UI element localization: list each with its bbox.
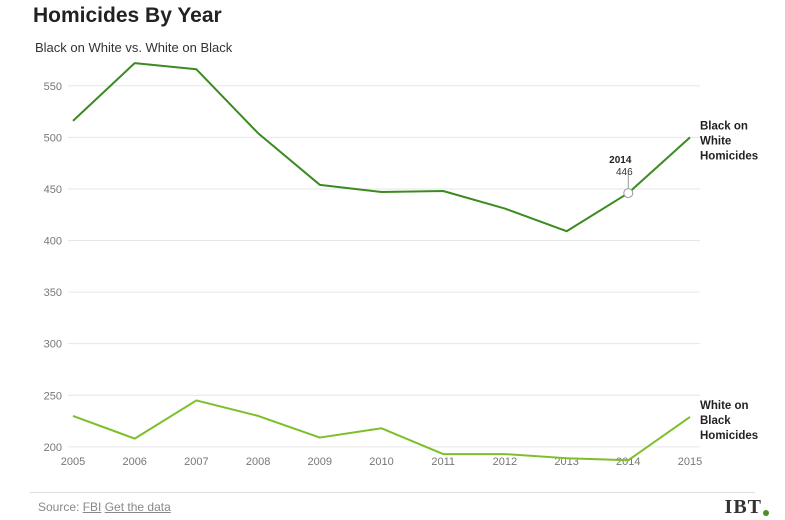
series-label: Black xyxy=(700,415,731,427)
tooltip-value: 446 xyxy=(616,167,633,178)
y-tick-label: 500 xyxy=(44,132,62,144)
hover-tooltip: 2014 446 xyxy=(609,155,634,199)
x-tick-label: 2007 xyxy=(184,456,208,468)
y-tick-label: 250 xyxy=(44,390,62,402)
source-line: Source: FBI Get the data xyxy=(38,500,171,514)
x-tick-label: 2005 xyxy=(61,456,85,468)
x-tick-label: 2011 xyxy=(431,456,455,468)
x-tick-label: 2015 xyxy=(678,456,702,468)
y-axis: 200 250 300 350 400 450 500 550 xyxy=(44,81,62,454)
x-tick-label: 2008 xyxy=(246,456,270,468)
tooltip-marker[interactable] xyxy=(623,188,634,199)
source-prefix: Source: xyxy=(38,500,80,514)
y-tick-label: 550 xyxy=(44,81,62,93)
ibt-logo: IBT xyxy=(725,496,769,519)
get-data-link[interactable]: Get the data xyxy=(104,500,171,514)
chart-title: Homicides By Year xyxy=(33,4,222,27)
x-tick-label: 2012 xyxy=(493,456,517,468)
grid-layer xyxy=(68,85,700,448)
series-layer xyxy=(72,62,691,462)
series-line xyxy=(72,399,691,462)
source-link[interactable]: FBI xyxy=(82,500,102,514)
y-tick-label: 300 xyxy=(44,339,62,351)
series-label: White on xyxy=(700,400,749,412)
y-tick-label: 200 xyxy=(44,442,62,454)
logo-dot xyxy=(763,510,769,516)
series-label: Homicides xyxy=(700,150,758,162)
logo-text: IBT xyxy=(724,496,762,518)
series-line xyxy=(72,62,691,233)
tooltip-year: 2014 xyxy=(609,155,632,166)
series-labels: Black on White Homicides White on Black Homic… xyxy=(700,120,758,442)
x-tick-label: 2010 xyxy=(369,456,393,468)
footer-divider xyxy=(30,492,755,493)
series-label: Black on xyxy=(700,120,748,132)
y-tick-label: 450 xyxy=(44,184,62,196)
x-tick-label: 2006 xyxy=(122,456,146,468)
chart-subtitle: Black on White vs. White on Black xyxy=(35,40,233,55)
line-chart: 200 250 300 350 400 450 500 550 2005 2006 2007 200… xyxy=(44,62,758,468)
y-tick-label: 350 xyxy=(44,287,62,299)
x-tick-label: 2014 xyxy=(616,456,640,468)
y-tick-label: 400 xyxy=(44,236,62,248)
series-label: White xyxy=(700,135,731,147)
x-tick-label: 2009 xyxy=(308,456,332,468)
x-axis: 2005 2006 2007 2008 2009 2010 2011 2012 2013 2014… xyxy=(61,456,702,468)
series-label: Homicides xyxy=(700,430,758,442)
